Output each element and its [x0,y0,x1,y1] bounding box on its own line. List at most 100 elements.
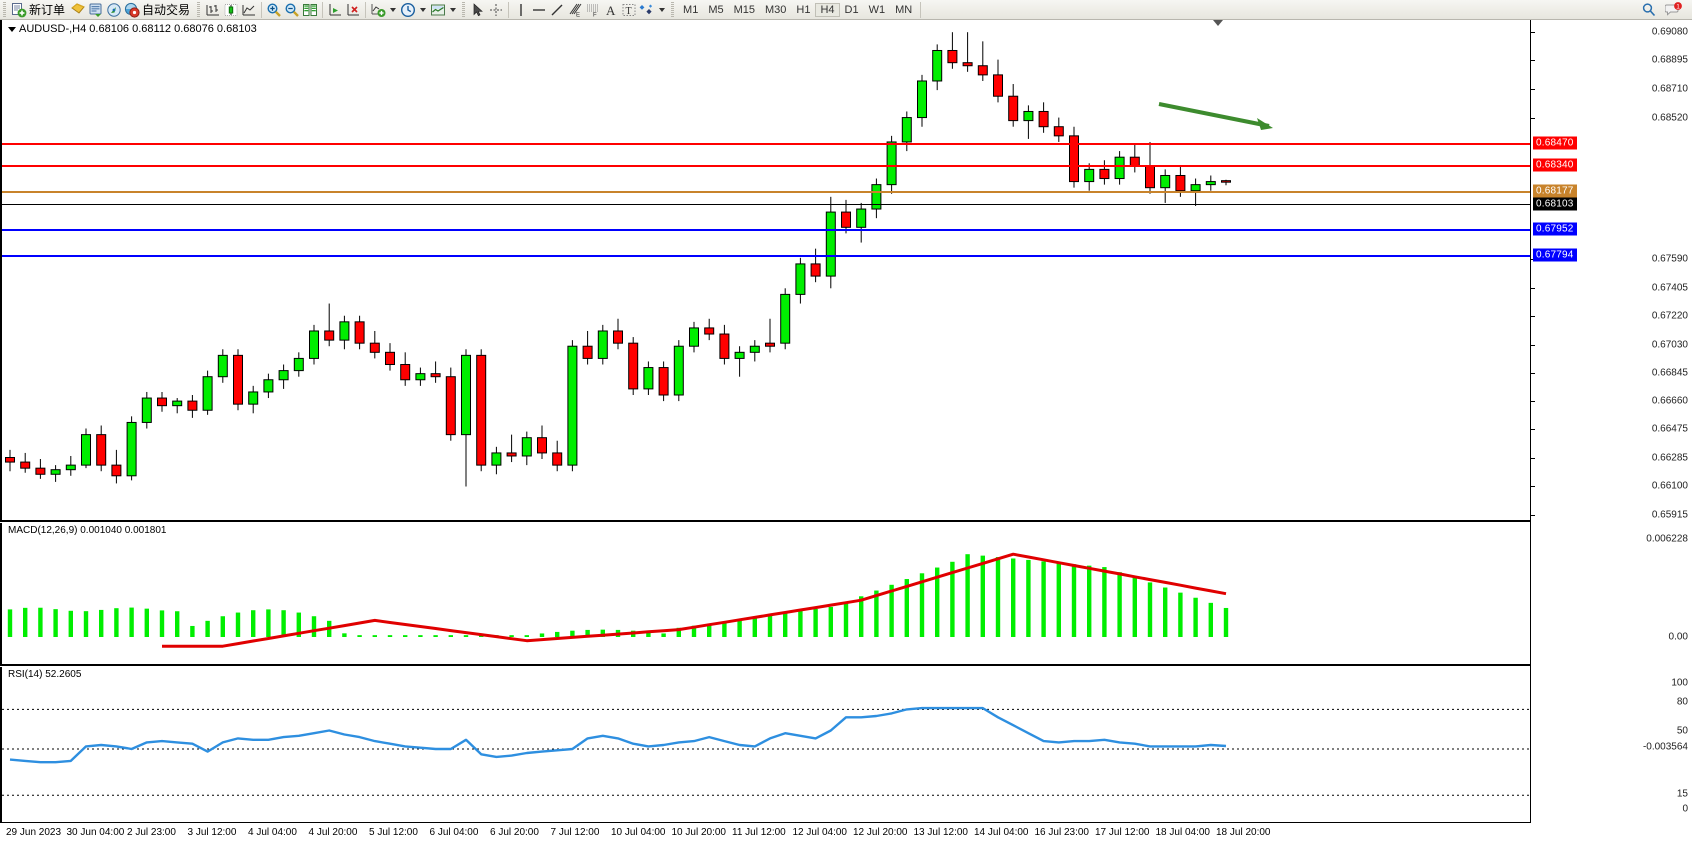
price-label-pending-order-line[interactable]: 0.68177 [1533,184,1577,198]
price-axis[interactable]: 0.69080 0.68895 0.68710 0.68520 0.67590 0.674… [1530,20,1692,823]
templates-icon[interactable] [429,1,447,19]
time-tick: 12 Jul 20:00 [853,827,908,838]
time-tick: 10 Jul 04:00 [611,827,666,838]
indicators-dropdown-caret[interactable] [390,7,397,12]
time-tick: 14 Jul 04:00 [974,827,1029,838]
chart-area[interactable]: AUDUSD-,H4 0.68106 0.68112 0.68076 0.681… [0,20,1692,845]
zoom-in-icon[interactable] [265,1,283,19]
candlestick-series [5,32,1231,487]
time-tick: 13 Jul 12:00 [913,827,969,838]
toolbar-grip[interactable] [2,1,8,18]
time-axis[interactable]: 29 Jun 2023 30 Jun 04:00 2 Jul 23:00 3 Jul … [0,824,1530,845]
toolbar-separator-5 [920,1,922,18]
resistance-line-2[interactable] [2,164,1536,170]
pane-separator-2[interactable] [0,664,1530,666]
green-arrow[interactable] [1157,100,1287,140]
time-tick: 4 Jul 20:00 [308,827,358,838]
rsi-pane[interactable]: RSI(14) 52.2605 [0,667,1532,823]
horizontal-line-icon[interactable] [530,1,548,19]
vertical-line-icon[interactable] [512,1,530,19]
price-tick: 0.68520 [1651,112,1688,124]
price-tick: 0.68895 [1651,54,1688,66]
price-tick: 0.66100 [1651,480,1688,492]
price-pane[interactable]: AUDUSD-,H4 0.68106 0.68112 0.68076 0.681… [0,20,1536,520]
auto-scroll-icon[interactable] [344,1,362,19]
crosshair-icon[interactable] [487,1,505,19]
toolbar-separator-1 [261,1,263,18]
cursor-icon[interactable] [469,1,487,19]
trendline-icon[interactable] [548,1,566,19]
indicators-icon[interactable] [369,1,387,19]
price-label-support-line-2[interactable]: 0.67794 [1533,248,1577,262]
support-line-1[interactable] [2,228,1536,234]
time-tick: 5 Jul 12:00 [369,827,418,838]
price-label-support-line-1[interactable]: 0.67952 [1533,222,1577,236]
chevron-down-icon[interactable] [1213,20,1223,26]
toolbar-grip-2[interactable] [196,1,203,18]
tab-timeframe-d1[interactable]: D1 [844,3,859,16]
candlestick-chart-icon[interactable] [222,1,240,19]
fibo-retracement-icon[interactable]: F [584,1,602,19]
price-label-resistance-line-1[interactable]: 0.68470 [1533,136,1577,150]
shapes-icon[interactable] [638,1,656,19]
macd-tick: -0.003564 [1642,741,1688,753]
macd-series [7,552,1229,648]
bar-chart-icon[interactable] [204,1,222,19]
autotrading-label[interactable]: 自动交易 [142,3,191,17]
tab-timeframe-m5[interactable]: M5 [708,3,724,16]
price-tick: 0.67220 [1651,310,1688,322]
rsi-tick: 50 [1676,725,1688,737]
macd-tick: 0.00 [1668,631,1688,643]
line-chart-icon[interactable] [240,1,258,19]
time-tick: 6 Jul 04:00 [429,827,479,838]
support-line-2[interactable] [2,254,1536,260]
tab-timeframe-m30[interactable]: M30 [765,3,787,16]
time-tick: 30 Jun 04:00 [66,827,125,838]
shapes-dropdown-caret[interactable] [659,7,666,12]
pane-separator-1[interactable] [0,520,1530,522]
terminal-icon[interactable] [87,1,105,19]
toolbar-separator-4 [508,1,510,18]
profile-icon[interactable] [69,1,87,19]
new-order-label[interactable]: 新订单 [29,3,66,17]
tile-windows-icon[interactable] [301,1,319,19]
price-label-current-price-line[interactable]: 0.68103 [1533,197,1577,211]
symbol-ohlc-label: AUDUSD-,H4 0.68106 0.68112 0.68076 0.681… [8,23,257,35]
tab-timeframe-m15[interactable]: M15 [733,3,755,16]
chart-menu-triangle-icon[interactable] [8,26,16,32]
toolbar-grip-4[interactable] [670,1,677,18]
templates-dropdown-caret[interactable] [450,7,457,12]
macd-pane[interactable]: MACD(12,26,9) 0.001040 0.001801 [0,523,1530,664]
time-tick: 18 Jul 04:00 [1155,827,1211,838]
toolbar-grip-3[interactable] [461,1,468,18]
alerts-icon[interactable]: 1 [1664,1,1684,19]
resistance-line-1[interactable] [2,142,1536,148]
search-icon[interactable] [1640,1,1658,19]
navigator-icon[interactable] [105,1,123,19]
price-label-resistance-line-2[interactable]: 0.68340 [1533,158,1577,172]
price-tick: 0.66845 [1651,367,1688,379]
autotrading-icon[interactable] [123,1,141,19]
tab-timeframe-h4[interactable]: H4 [815,2,840,17]
shift-end-icon[interactable] [326,1,344,19]
rsi-tick: 0 [1682,803,1688,815]
svg-text:T: T [626,6,632,17]
price-tick: 0.66285 [1651,452,1688,464]
time-tick: 3 Jul 12:00 [187,827,237,838]
time-tick: 7 Jul 12:00 [550,827,600,838]
fibo-channel-icon[interactable]: E [566,1,584,19]
pending-order-line[interactable] [2,190,1536,196]
tab-timeframe-m1[interactable]: M1 [683,3,699,16]
tab-timeframe-w1[interactable]: W1 [868,3,886,16]
text-icon[interactable]: A [602,1,620,19]
new-order-icon[interactable] [10,1,28,19]
periods-dropdown-caret[interactable] [420,7,427,12]
tab-timeframe-mn[interactable]: MN [895,3,913,16]
price-tick: 0.66660 [1651,395,1688,407]
tab-timeframe-h1[interactable]: H1 [796,3,811,16]
rsi-tick: 15 [1676,788,1688,800]
zoom-out-icon[interactable] [283,1,301,19]
periods-icon[interactable] [399,1,417,19]
text-label-icon[interactable]: T [620,1,638,19]
